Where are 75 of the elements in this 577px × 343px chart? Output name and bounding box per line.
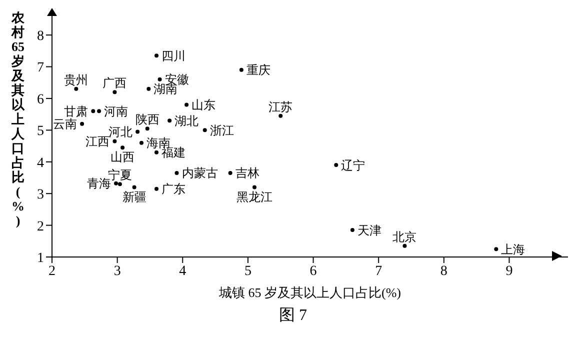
x-tick-label: 6 [310, 264, 317, 279]
x-tick-label: 8 [440, 264, 448, 279]
y-tick-label: 3 [37, 188, 44, 203]
point [118, 182, 122, 186]
annotation: 湖南 [154, 82, 178, 96]
annotation: 山西 [110, 150, 135, 164]
x-tick-label: 5 [244, 264, 252, 279]
point [136, 130, 140, 134]
y-tick-label: 7 [37, 60, 44, 76]
point [202, 128, 207, 132]
annotation: 广西 [102, 76, 127, 90]
annotation: 浙江 [210, 123, 234, 138]
y-tick-label: 6 [37, 92, 44, 108]
point [114, 181, 118, 186]
point [174, 170, 179, 175]
annotation: 吉林 [235, 166, 260, 180]
annotation: 江西 [86, 134, 110, 149]
annotation: 河南 [104, 104, 128, 118]
annotation: 重庆 [246, 63, 270, 78]
point [145, 126, 150, 131]
y-tick-label: 4 [37, 156, 44, 171]
point [278, 114, 283, 118]
text: 农村65岁及其以上人口占比(%) [12, 10, 24, 228]
point [120, 146, 125, 150]
x-tick-label: 4 [179, 264, 186, 279]
annotation: 四川 [162, 48, 186, 63]
annotation: 上海 [501, 242, 526, 256]
point [139, 140, 144, 145]
point [154, 150, 159, 154]
point [168, 118, 172, 123]
annotation: 广东 [162, 182, 186, 196]
annotation: 新疆 [122, 190, 146, 204]
x-tick-label: 9 [506, 264, 513, 279]
annotation: 内蒙古 [182, 166, 218, 180]
annotation: 北京 [392, 230, 417, 244]
caption: 图 7 [278, 306, 308, 326]
annotation: 江苏 [268, 100, 293, 114]
x-tick-label: 7 [375, 264, 382, 279]
annotation: 云南 [53, 117, 78, 132]
point [252, 185, 256, 190]
point [112, 139, 117, 144]
point [334, 163, 338, 168]
y-tick-label: 1 [37, 250, 44, 266]
point [132, 185, 136, 190]
point [80, 122, 84, 126]
point [91, 109, 96, 114]
point [154, 186, 159, 191]
annotation: 黑龙江 [236, 190, 272, 204]
annotation: 甘肃 [64, 104, 88, 118]
annotation: 山东 [192, 98, 216, 112]
annotation: 贵州 [64, 72, 88, 87]
point [494, 247, 498, 252]
annotation: 天津 [357, 223, 382, 238]
y-tick-label: 2 [37, 219, 44, 234]
point [154, 54, 159, 58]
point [146, 86, 151, 91]
annotation: 湖北 [174, 114, 199, 128]
point [158, 77, 162, 82]
point [228, 170, 232, 175]
annotation: 青海 [87, 176, 112, 191]
point [239, 68, 244, 72]
point [97, 109, 102, 114]
x-axis-title: 城镇 65 岁及其以上人口占比(%) [218, 285, 401, 300]
annotation: 陕西 [135, 112, 160, 127]
annotation: 河北 [108, 125, 133, 140]
annotation: 辽宁 [341, 158, 366, 172]
point [350, 228, 354, 232]
x-tick-label: 2 [48, 264, 56, 279]
point [74, 86, 78, 91]
point [112, 90, 117, 94]
y-tick-label: 8 [37, 28, 44, 44]
y-tick-label: 5 [37, 124, 44, 140]
x-tick-label: 3 [114, 264, 121, 279]
point [402, 244, 407, 248]
point [184, 102, 189, 107]
